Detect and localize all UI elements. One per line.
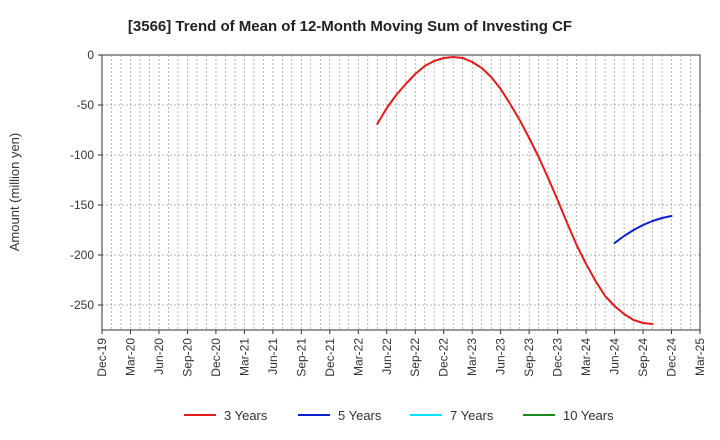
plot-area: 0 -50 -100 -150 -200 -250 Dec-19 Mar-20 Jun-20 Se… (70, 48, 707, 377)
y-tick-label: -100 (70, 148, 94, 162)
x-tick-label: Sep-24 (636, 338, 650, 377)
x-tick-label: Dec-20 (209, 338, 223, 377)
x-tick-label: Jun-22 (380, 338, 394, 375)
series-line-5-years (613, 215, 673, 244)
y-tick-label: -250 (70, 298, 94, 312)
x-tick-label: Sep-22 (408, 338, 422, 377)
legend-label: 3 Years (224, 408, 268, 423)
x-tick-label: Mar-24 (579, 338, 593, 376)
x-tick-label: Mar-21 (237, 338, 251, 376)
x-tick-label: Sep-21 (294, 338, 308, 377)
x-tick-label: Jun-21 (266, 338, 280, 375)
y-axis-label: Amount (million yen) (7, 133, 22, 252)
x-tick-label: Mar-23 (465, 338, 479, 376)
y-tick-label: -150 (70, 198, 94, 212)
x-tick-label: Jun-24 (608, 338, 622, 375)
y-tick-label: 0 (87, 48, 94, 62)
legend: 3 Years 5 Years 7 Years 10 Years (184, 408, 614, 423)
x-tick-label: Sep-23 (522, 338, 536, 377)
x-tick-label: Jun-23 (494, 338, 508, 375)
x-tick-label: Sep-20 (180, 338, 194, 377)
x-tick-label: Dec-22 (437, 338, 451, 377)
x-tick-label: Dec-19 (95, 338, 109, 377)
legend-label: 10 Years (563, 408, 614, 423)
chart-title: [3566] Trend of Mean of 12-Month Moving … (128, 18, 572, 35)
series-line-3-years (376, 56, 654, 325)
plot-frame (101, 54, 701, 331)
x-tick-label: Jun-20 (152, 338, 166, 375)
y-tick-label: -50 (77, 98, 95, 112)
x-tick-label: Mar-22 (351, 338, 365, 376)
x-tick-label: Mar-20 (123, 338, 137, 376)
x-tick-label: Dec-23 (551, 338, 565, 377)
y-tick-label: -200 (70, 248, 94, 262)
legend-label: 5 Years (338, 408, 382, 423)
x-tick-label: Dec-21 (323, 338, 337, 377)
x-tick-label: Dec-24 (665, 338, 679, 377)
legend-label: 7 Years (450, 408, 494, 423)
x-tick-label: Mar-25 (693, 338, 707, 376)
